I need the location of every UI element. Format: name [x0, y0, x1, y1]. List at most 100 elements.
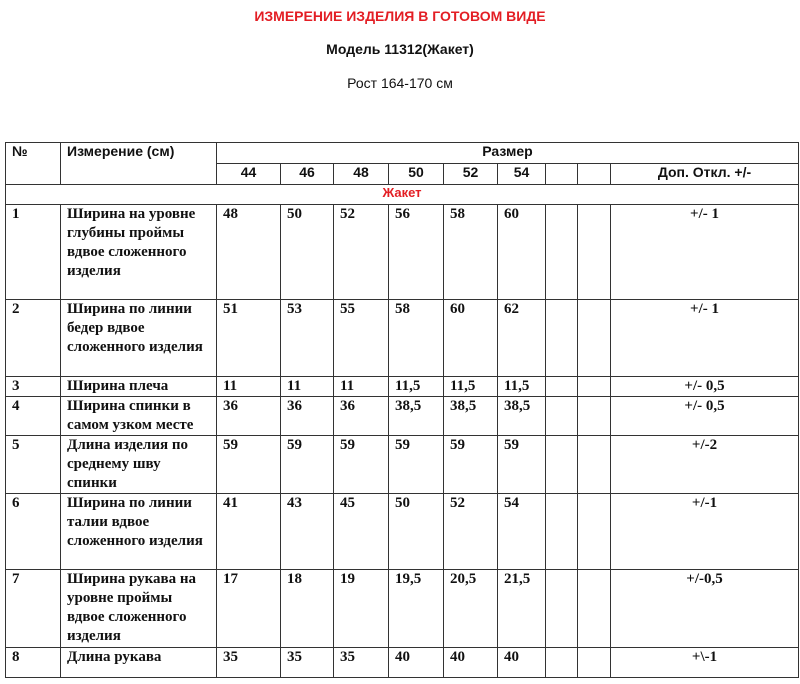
size-value: 17	[216, 569, 281, 648]
table-row: 8 Длина рукава 35 35 35 40 40 40 +\-1	[5, 647, 799, 678]
header-size: Размер	[216, 142, 799, 164]
height-label: Рост 164-170 см	[347, 75, 453, 91]
table-row: 6 Ширина по линии талии вдвое сложенного …	[5, 493, 799, 570]
empty-cell	[545, 569, 578, 648]
empty-cell	[545, 493, 578, 570]
size-value: 60	[443, 299, 498, 377]
size-value: 11	[333, 376, 389, 397]
measure-name: Ширина плеча	[60, 376, 217, 397]
row-number: 2	[5, 299, 61, 377]
tolerance-value: +/-1	[610, 493, 799, 570]
measure-name: Длина рукава	[60, 647, 217, 678]
empty-cell	[577, 647, 611, 678]
size-value: 59	[333, 435, 389, 494]
empty-cell	[577, 396, 611, 436]
row-number: 3	[5, 376, 61, 397]
measurement-table: № Измерение (см) Размер 44 46 48 50 52 54 Доп.…	[5, 142, 799, 678]
empty-cell	[577, 493, 611, 570]
size-value: 51	[216, 299, 281, 377]
size-header: 48	[333, 163, 389, 185]
measure-name: Ширина по линии талии вдвое сложенного и…	[60, 493, 217, 570]
size-value: 40	[388, 647, 444, 678]
empty-cell	[577, 569, 611, 648]
empty-cell	[577, 204, 611, 300]
empty-cell	[577, 299, 611, 377]
empty-cell	[545, 396, 578, 436]
size-value: 59	[388, 435, 444, 494]
empty-cell	[545, 376, 578, 397]
table-row: 3 Ширина плеча 11 11 11 11,5 11,5 11,5 +/- 0,5	[5, 376, 799, 397]
table-row: 2 Ширина по линии бедер вдвое сложенного …	[5, 299, 799, 377]
size-value: 38,5	[497, 396, 546, 436]
tolerance-value: +/- 0,5	[610, 396, 799, 436]
size-header	[577, 163, 611, 185]
empty-cell	[545, 204, 578, 300]
size-value: 40	[443, 647, 498, 678]
document-title: ИЗМЕРЕНИЕ ИЗДЕЛИЯ В ГОТОВОМ ВИДЕ	[254, 8, 546, 24]
size-value: 50	[280, 204, 334, 300]
size-value: 50	[388, 493, 444, 570]
size-value: 52	[443, 493, 498, 570]
tolerance-value: +/-2	[610, 435, 799, 494]
size-value: 11	[216, 376, 281, 397]
measure-name: Ширина рукава на уровне проймы вдвое сло…	[60, 569, 217, 648]
size-value: 35	[333, 647, 389, 678]
size-value: 41	[216, 493, 281, 570]
size-value: 58	[388, 299, 444, 377]
measure-name: Ширина на уровне глубины проймы вдвое сл…	[60, 204, 217, 300]
size-value: 59	[443, 435, 498, 494]
size-value: 11	[280, 376, 334, 397]
size-value: 58	[443, 204, 498, 300]
empty-cell	[577, 435, 611, 494]
size-value: 55	[333, 299, 389, 377]
size-value: 11,5	[388, 376, 444, 397]
size-value: 35	[280, 647, 334, 678]
row-number: 6	[5, 493, 61, 570]
header-no: №	[5, 142, 61, 185]
size-header: 54	[497, 163, 546, 185]
row-number: 4	[5, 396, 61, 436]
measure-name: Длина изделия по среднему шву спинки	[60, 435, 217, 494]
size-value: 59	[497, 435, 546, 494]
tolerance-value: +/- 0,5	[610, 376, 799, 397]
size-value: 19	[333, 569, 389, 648]
empty-cell	[577, 376, 611, 397]
size-value: 52	[333, 204, 389, 300]
size-value: 45	[333, 493, 389, 570]
header-measure: Измерение (см)	[60, 142, 217, 185]
table-row: 4 Ширина спинки в самом узком месте 36 36 36…	[5, 396, 799, 436]
table-row: 5 Длина изделия по среднему шву спинки 59 5…	[5, 435, 799, 494]
size-value: 36	[216, 396, 281, 436]
size-value: 60	[497, 204, 546, 300]
size-header: 50	[388, 163, 444, 185]
size-value: 36	[333, 396, 389, 436]
empty-cell	[545, 647, 578, 678]
size-value: 62	[497, 299, 546, 377]
tolerance-value: +/- 1	[610, 204, 799, 300]
size-header: 46	[280, 163, 334, 185]
size-value: 59	[216, 435, 281, 494]
size-value: 38,5	[443, 396, 498, 436]
tolerance-value: +/- 1	[610, 299, 799, 377]
measure-name: Ширина спинки в самом узком месте	[60, 396, 217, 436]
size-header: 44	[216, 163, 281, 185]
tolerance-value: +\-1	[610, 647, 799, 678]
size-value: 38,5	[388, 396, 444, 436]
header-tolerance: Доп. Откл. +/-	[610, 163, 799, 185]
model-label: Модель 11312(Жакет)	[326, 41, 474, 57]
size-value: 53	[280, 299, 334, 377]
size-value: 56	[388, 204, 444, 300]
row-number: 5	[5, 435, 61, 494]
empty-cell	[545, 435, 578, 494]
row-number: 1	[5, 204, 61, 300]
measure-name: Ширина по линии бедер вдвое сложенного и…	[60, 299, 217, 377]
size-value: 40	[497, 647, 546, 678]
size-value: 21,5	[497, 569, 546, 648]
size-value: 43	[280, 493, 334, 570]
size-value: 20,5	[443, 569, 498, 648]
size-value: 48	[216, 204, 281, 300]
size-value: 19,5	[388, 569, 444, 648]
size-value: 11,5	[443, 376, 498, 397]
tolerance-value: +/-0,5	[610, 569, 799, 648]
size-value: 36	[280, 396, 334, 436]
